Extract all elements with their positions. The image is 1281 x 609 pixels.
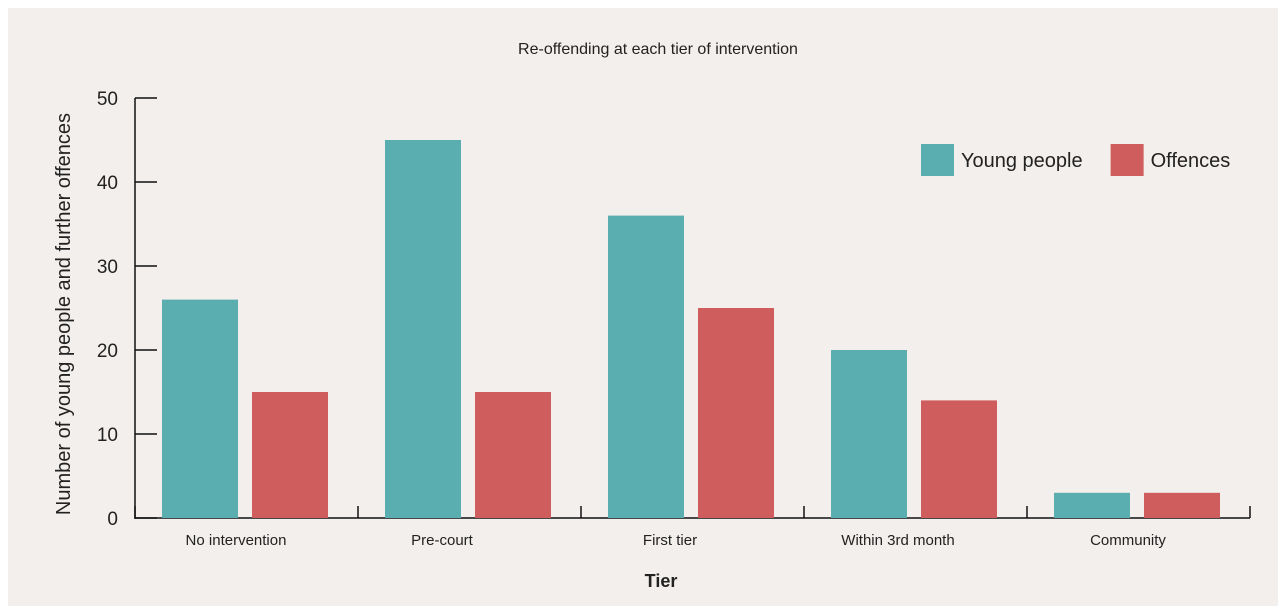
legend-label: Young people bbox=[961, 150, 1083, 172]
bar-young-people bbox=[608, 215, 684, 518]
y-tick-label: 0 bbox=[107, 509, 118, 530]
legend-label: Offences bbox=[1151, 150, 1231, 172]
y-axis-label: Number of young people and further offen… bbox=[53, 113, 75, 515]
y-tick-label: 30 bbox=[97, 257, 118, 278]
x-axis: No intervention Pre-court First tier Within… bbox=[134, 506, 1251, 549]
bars bbox=[162, 140, 1220, 518]
y-tick-label: 50 bbox=[97, 89, 118, 110]
y-axis: 0 10 20 30 40 50 bbox=[97, 89, 157, 530]
bar-offences bbox=[1144, 492, 1220, 518]
bar-offences bbox=[252, 392, 328, 518]
legend: Young people Offences bbox=[921, 144, 1230, 176]
chart-panel: Re-offending at each tier of interventio… bbox=[8, 8, 1278, 606]
y-tick-label: 10 bbox=[97, 425, 118, 446]
x-tick-label: Community bbox=[1090, 532, 1166, 549]
bar-offences bbox=[698, 308, 774, 518]
chart-title: Re-offending at each tier of interventio… bbox=[518, 41, 798, 58]
x-tick-label: First tier bbox=[643, 532, 697, 549]
x-tick-label: No intervention bbox=[186, 532, 287, 549]
x-tick-label: Within 3rd month bbox=[841, 532, 954, 549]
bar-chart: Re-offending at each tier of interventio… bbox=[53, 41, 1251, 591]
bar-young-people bbox=[162, 299, 238, 518]
bar-young-people bbox=[385, 140, 461, 518]
y-tick-label: 20 bbox=[97, 341, 118, 362]
bar-offences bbox=[475, 392, 551, 518]
legend-swatch bbox=[1110, 144, 1144, 176]
bar-young-people bbox=[1054, 492, 1130, 518]
bar-offences bbox=[921, 400, 997, 518]
x-axis-label: Tier bbox=[645, 571, 678, 591]
y-tick-label: 40 bbox=[97, 173, 118, 194]
x-tick-label: Pre-court bbox=[411, 532, 474, 549]
bar-young-people bbox=[831, 350, 907, 518]
legend-swatch bbox=[921, 144, 954, 176]
